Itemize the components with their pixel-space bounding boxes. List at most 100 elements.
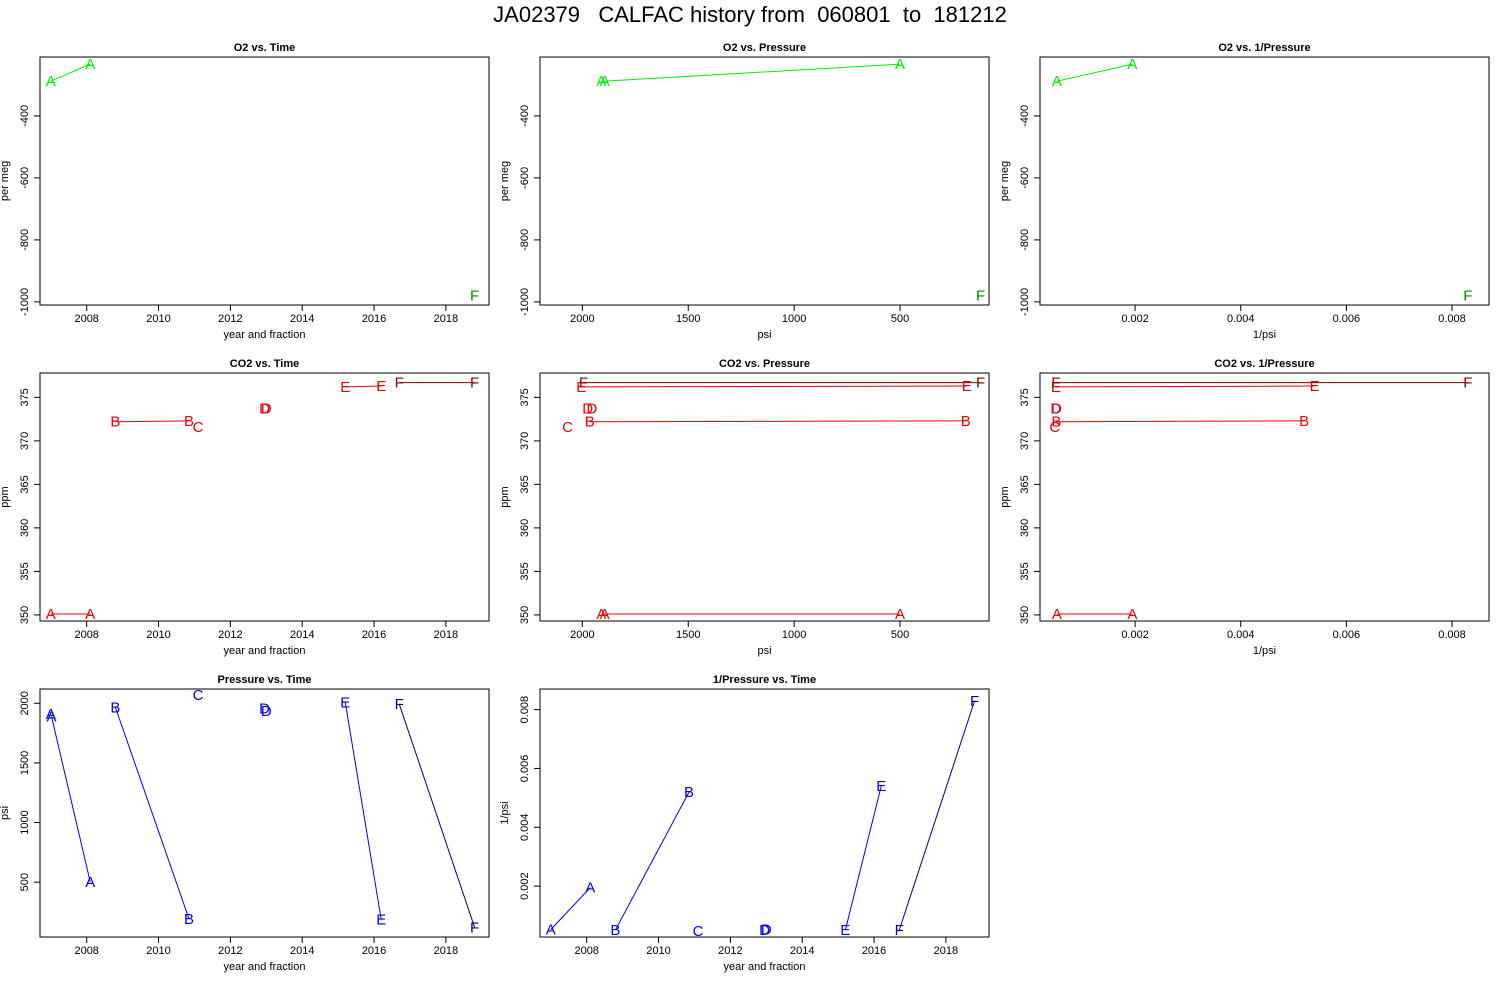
x-tick-label: 1000 [782, 629, 806, 641]
plot-frame [539, 372, 990, 622]
data-point-label: C [193, 687, 204, 704]
chart-title: Pressure vs. Time [218, 674, 312, 686]
y-tick-label: 1000 [19, 810, 31, 834]
y-tick-label: -1000 [1019, 288, 1031, 316]
series-line [614, 791, 690, 931]
x-tick-label: 2010 [146, 313, 170, 325]
plot-frame [39, 56, 490, 306]
data-point-label: A [46, 606, 56, 623]
data-point-label: E [340, 379, 350, 396]
x-tick-label: 2014 [290, 629, 314, 641]
data-point-label: A [1127, 606, 1137, 623]
x-tick-label: 2012 [218, 313, 242, 325]
data-point-label: A [1052, 606, 1062, 623]
x-tick-label: 1500 [676, 629, 700, 641]
plot-frame [39, 688, 490, 938]
data-point-label: C [193, 419, 204, 436]
x-axis-label: psi [757, 645, 771, 657]
data-point-label: F [470, 375, 479, 392]
x-tick-label: 2016 [862, 945, 886, 957]
y-axis-label: per meg [999, 161, 1011, 201]
x-tick-label: 2008 [74, 945, 98, 957]
y-tick-label: -800 [19, 229, 31, 251]
y-axis-label: 1/psi [499, 801, 511, 824]
y-tick-label: 360 [19, 519, 31, 537]
data-point-label: A [46, 708, 56, 725]
x-tick-label: 500 [891, 313, 909, 325]
series-line [604, 63, 901, 82]
x-tick-label: 2010 [146, 945, 170, 957]
data-point-label: B [684, 784, 694, 801]
y-tick-label: 355 [19, 562, 31, 580]
x-tick-label: 2010 [646, 945, 670, 957]
data-point-label: E [376, 912, 386, 929]
data-point-label: A [46, 73, 56, 90]
x-tick-label: 2000 [570, 629, 594, 641]
data-point-label: E [376, 378, 386, 395]
plot-frame [539, 688, 990, 938]
x-axis-label: year and fraction [724, 961, 806, 973]
x-tick-label: 2008 [74, 313, 98, 325]
data-point-label: F [470, 288, 479, 305]
x-axis-label: 1/psi [1253, 329, 1276, 341]
y-tick-label: 370 [1019, 432, 1031, 450]
y-tick-label: -1000 [519, 288, 531, 316]
y-axis-label: per meg [499, 161, 511, 201]
series-line [398, 703, 476, 928]
chart-panel-2: O2 vs. Pressure 2000 1500 1000 500 -400 -600 -8… [499, 42, 990, 341]
x-tick-label: 2012 [718, 945, 742, 957]
plot-frame [39, 372, 490, 622]
y-tick-label: 360 [519, 519, 531, 537]
data-point-label: A [596, 73, 606, 90]
x-tick-label: 1500 [676, 313, 700, 325]
x-tick-label: 0.004 [1227, 313, 1255, 325]
y-tick-label: 365 [1019, 475, 1031, 493]
data-point-label: F [976, 288, 985, 305]
x-tick-label: 0.004 [1227, 629, 1255, 641]
data-point-label: A [46, 706, 56, 723]
data-point-label: B [184, 413, 194, 430]
y-axis-label: psi [0, 806, 11, 820]
data-point-label: F [395, 375, 404, 392]
chart-title: CO2 vs. Time [230, 358, 300, 370]
y-tick-label: 365 [19, 475, 31, 493]
x-tick-label: 2018 [434, 629, 458, 641]
data-point-label: A [1052, 73, 1062, 90]
data-point-label: D [261, 703, 272, 720]
series-line [115, 420, 190, 423]
y-tick-label: 375 [19, 388, 31, 406]
data-point-label: B [184, 911, 194, 928]
series-line [51, 716, 91, 883]
data-point-label: D [1050, 401, 1061, 418]
x-tick-label: 2016 [362, 313, 386, 325]
data-point-label: F [470, 919, 479, 936]
data-point-label: A [600, 606, 610, 623]
data-point-label: D [586, 401, 597, 418]
data-point-label: C [693, 923, 704, 940]
plot-frame [539, 56, 990, 306]
x-tick-label: 2008 [74, 629, 98, 641]
data-point-label: F [970, 693, 979, 710]
data-point-label: E [876, 778, 886, 795]
data-point-label: B [961, 413, 971, 430]
x-tick-label: 2010 [146, 629, 170, 641]
y-tick-label: -800 [519, 229, 531, 251]
series-line [898, 700, 976, 931]
chart-panel-6: CO2 vs. 1/Pressure 0.002 0.004 0.006 0.008 35… [999, 358, 1490, 657]
series-line [1055, 385, 1315, 388]
data-point-label: B [1299, 413, 1309, 430]
y-tick-label: 355 [1019, 562, 1031, 580]
series-line [1056, 420, 1305, 423]
x-axis-label: year and fraction [224, 329, 306, 341]
data-point-label: F [1051, 375, 1060, 392]
data-point-label: A [895, 56, 905, 73]
x-tick-label: 0.008 [1438, 313, 1466, 325]
y-tick-label: -800 [1019, 229, 1031, 251]
series-line [345, 385, 382, 388]
x-axis-label: year and fraction [224, 645, 306, 657]
y-tick-label: -600 [519, 167, 531, 189]
data-point-label: E [840, 922, 850, 939]
data-point-label: B [110, 699, 120, 716]
data-point-label: E [1310, 378, 1320, 395]
x-axis-label: 1/psi [1253, 645, 1276, 657]
